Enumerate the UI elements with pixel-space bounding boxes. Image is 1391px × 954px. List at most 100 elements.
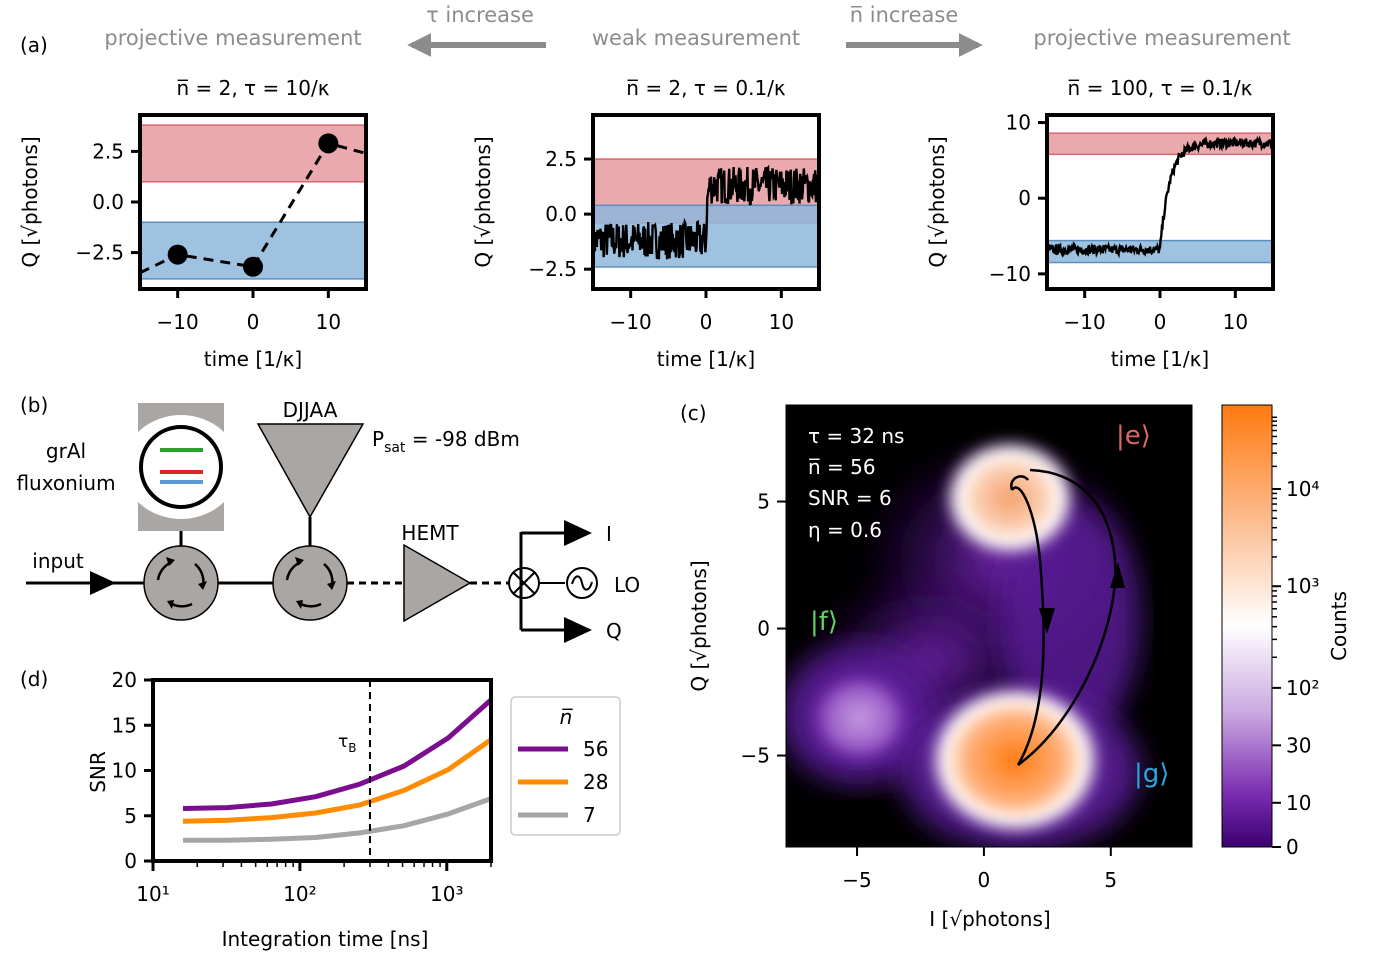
y-tick-label: 2.5 bbox=[92, 139, 124, 163]
panel-b-label: (b) bbox=[20, 393, 48, 417]
histogram-density bbox=[786, 436, 1140, 847]
y-tick-label: 0.0 bbox=[545, 202, 577, 226]
panel-a-plot-1: n̅ = 2, τ = 10/κ −10 0 10 −2.5 0.0 2.5 time [1/… bbox=[18, 76, 368, 371]
y-tick-label: 0 bbox=[1018, 186, 1031, 210]
x-tick-label: 10¹ bbox=[136, 882, 169, 906]
colorbar-tick-label: 10² bbox=[1286, 676, 1319, 700]
y-tick-label: 15 bbox=[112, 713, 137, 737]
x-tick-label: 5 bbox=[1104, 868, 1117, 892]
x-tick-label: −10 bbox=[157, 310, 199, 334]
right-title: projective measurement bbox=[1033, 26, 1290, 50]
x-tick-label: −10 bbox=[610, 310, 652, 334]
y-tick-label: −2.5 bbox=[75, 241, 124, 265]
y-tick-label: −10 bbox=[989, 262, 1031, 286]
trace-line bbox=[591, 164, 821, 260]
x-tick-label: 0 bbox=[700, 310, 713, 334]
hemt-triangle bbox=[403, 543, 472, 623]
y-tick-label: 0 bbox=[124, 849, 137, 873]
i-label: I bbox=[606, 522, 612, 546]
psat-sub: sat bbox=[384, 440, 406, 456]
psat-value: = -98 dBm bbox=[405, 427, 519, 451]
circulator-1 bbox=[143, 545, 219, 621]
input-label: input bbox=[32, 549, 84, 573]
histogram-frame bbox=[785, 404, 1193, 848]
snr-axes: 0 5 10 15 20 10¹ 10² 10³ bbox=[112, 668, 493, 906]
trajectory-arrow-up bbox=[1110, 562, 1125, 588]
y-tick-label: 10 bbox=[1006, 111, 1031, 135]
trajectory-down bbox=[1010, 486, 1045, 766]
y-axis-label: Q [√photons] bbox=[18, 136, 42, 267]
y-tick-label: 20 bbox=[112, 668, 137, 692]
x-tick-label: 10 bbox=[316, 310, 341, 334]
excited-band bbox=[139, 124, 367, 183]
colorbar-tick-label: 10 bbox=[1286, 791, 1311, 815]
tau-increase-label: τ increase bbox=[426, 3, 534, 27]
colorbar-tick-label: 10⁴ bbox=[1286, 477, 1319, 501]
lo-label: LO bbox=[614, 573, 640, 597]
tau-b-symbol: τ bbox=[338, 732, 348, 752]
data-point bbox=[243, 256, 263, 277]
tau-b-label: τB bbox=[338, 732, 356, 755]
hemt-label: HEMT bbox=[401, 521, 459, 545]
q-output-arrow bbox=[564, 617, 592, 643]
y-tick-label: 2.5 bbox=[545, 147, 577, 171]
x-axis-label: time [1/κ] bbox=[1111, 347, 1209, 371]
y-tick-label: −5 bbox=[741, 744, 770, 768]
tau-b-sub: B bbox=[348, 741, 356, 755]
left-title: projective measurement bbox=[104, 26, 361, 50]
panel-d-snr-plot: (d) 0 5 10 15 20 10¹ 10² 10³ Integration time [… bbox=[20, 667, 621, 951]
panel-b-circuit: (b) grAl fluxonium DJJAA Psat = -98 dBm … bbox=[16, 393, 640, 643]
g-state-blob bbox=[925, 682, 1105, 838]
plot-title: n̅ = 100, τ = 0.1/κ bbox=[1068, 76, 1253, 100]
x-tick-label: 0 bbox=[978, 868, 991, 892]
x-tick-label: −5 bbox=[842, 868, 871, 892]
y-tick-label: 5 bbox=[757, 490, 770, 514]
trajectory-hook bbox=[1010, 475, 1029, 491]
panel-c-histogram: (c) τ = 32 ns n̅ = 56 SNR = 6 η = 0.6 |e… bbox=[680, 401, 1351, 931]
trajectory-up bbox=[1017, 468, 1117, 767]
y-tick-label: −2.5 bbox=[528, 257, 577, 281]
y-tick-label: 0.0 bbox=[92, 190, 124, 214]
x-tick-label: 0 bbox=[1154, 310, 1167, 334]
annotation-snr: SNR = 6 bbox=[808, 486, 892, 510]
x-axis-label: time [1/κ] bbox=[657, 347, 755, 371]
annotation-n: n̅ = 56 bbox=[808, 455, 876, 479]
plot-frame bbox=[151, 678, 493, 863]
y-tick-label: 10 bbox=[112, 759, 137, 783]
x-tick-label: −10 bbox=[1064, 310, 1106, 334]
colorbar bbox=[1222, 405, 1272, 847]
state-f-label: |f⟩ bbox=[810, 607, 838, 637]
series-line-56 bbox=[182, 698, 493, 811]
x-tick-label: 10 bbox=[769, 310, 794, 334]
x-tick-label: 0 bbox=[247, 310, 260, 334]
psat-label: Psat = -98 dBm bbox=[372, 427, 520, 456]
x-tick-label: 10³ bbox=[430, 882, 463, 906]
annotation-tau: τ = 32 ns bbox=[808, 424, 904, 448]
e-state-blob bbox=[940, 436, 1080, 560]
legend-label-7: 7 bbox=[583, 803, 596, 827]
legend-items: 56 28 7 bbox=[518, 737, 608, 827]
djjaa-triangle bbox=[256, 423, 365, 519]
legend-box bbox=[510, 696, 621, 836]
colorbar-tick-label: 10³ bbox=[1286, 574, 1319, 598]
qubit-label-grAl: grAl bbox=[46, 439, 86, 463]
legend-label-56: 56 bbox=[583, 737, 608, 761]
panel-a-plot-3: n̅ = 100, τ = 0.1/κ −10 0 10 −10 0 10 time [1/κ… bbox=[925, 76, 1275, 371]
y-axis-label: Q [√photons] bbox=[471, 136, 495, 267]
trace-line bbox=[139, 141, 367, 275]
colorbar-label: Counts bbox=[1327, 591, 1351, 661]
x-axis-label: time [1/κ] bbox=[204, 347, 302, 371]
qubit-circle bbox=[139, 425, 223, 509]
data-point bbox=[167, 244, 188, 265]
x-tick-label: 10 bbox=[1223, 310, 1248, 334]
i-output-arrow bbox=[564, 520, 592, 546]
snr-ylabel: SNR bbox=[86, 751, 110, 793]
histogram-ylabel: Q [√photons] bbox=[687, 560, 711, 691]
panel-d-label: (d) bbox=[20, 667, 48, 691]
djjaa-label: DJJAA bbox=[283, 398, 338, 422]
mixer-symbol bbox=[508, 567, 540, 599]
histogram-axis-ticks: −5 0 5 −5 0 5 bbox=[741, 490, 1118, 892]
header: (a) projective measurement τ increase we… bbox=[20, 3, 1291, 57]
y-tick-label: 0 bbox=[757, 617, 770, 641]
